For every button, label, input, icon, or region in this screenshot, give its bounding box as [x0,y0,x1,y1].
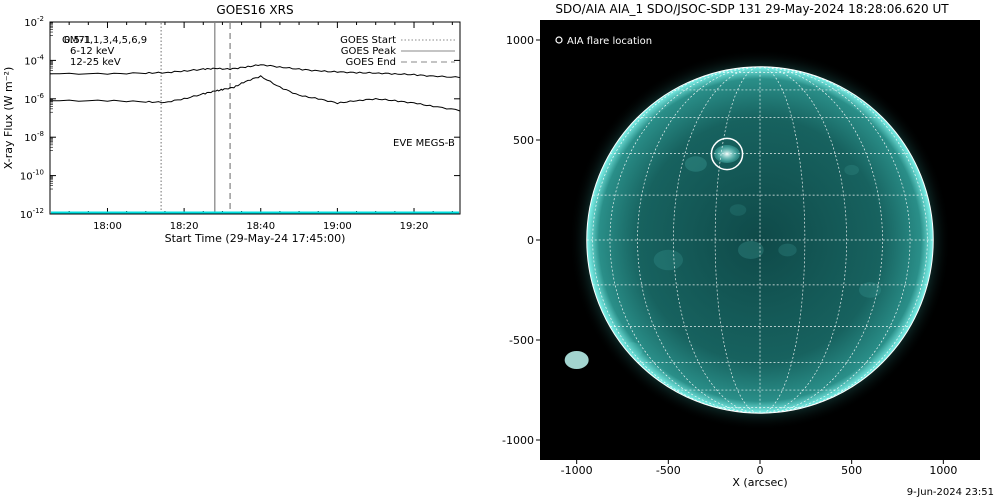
y-tick-exponent: -6 [37,92,45,100]
limb-brightening [564,351,589,369]
y-tick-exponent: -10 [33,169,44,177]
goes-y-axis-label: X-ray Flux (W m⁻²) [2,67,15,169]
legend-circle-icon [555,36,563,44]
aia-x-tick-label: 1000 [929,464,957,477]
aia-x-tick-label: -1000 [561,464,593,477]
goes-chart-title: GOES16 XRS [216,3,293,17]
y-tick-base: 10 [24,133,37,144]
series-line-short [50,75,461,112]
aia-x-tick-label: 500 [841,464,862,477]
aia-y-tick-label: -500 [509,334,534,347]
aia-x-axis: -1000 -500 0 500 1000 [561,460,957,477]
y-tick-label: 10-2 [24,15,44,29]
band-label-0: 0.5-1,1,3,4,5,6,9 [64,35,147,46]
y-tick-exponent: -4 [37,53,45,61]
active-region [844,164,860,176]
flare-glow [715,145,739,163]
band-label-1: 6-12 keV [70,46,114,57]
flare-location-marker [710,137,744,171]
legend-label-start: GOES Start [340,35,396,46]
y-tick-exponent: -8 [37,130,44,138]
longitude-line [637,66,761,414]
eve-megs-label: EVE MEGS-B [393,138,455,149]
longitude-line [759,66,928,414]
longitude-line [759,66,847,414]
x-tick-label: 19:00 [323,221,352,232]
y-tick-label: 10-6 [24,92,44,106]
aia-y-axis: 1000 500 0 -500 -1000 [502,34,540,447]
goes-legend: GOES Start GOES Peak GOES End [340,35,455,68]
y-tick-exponent: -12 [33,207,44,215]
y-tick-base: 10 [24,95,37,106]
legend-label-peak: GOES Peak [341,46,396,57]
y-tick-exponent: -2 [37,15,44,23]
band-overlay-label: GM71 [62,35,91,46]
y-tick-label: 10-4 [24,53,44,67]
aia-legend-text: AIA flare location [567,36,652,47]
y-tick-base: 10 [24,18,37,29]
y-tick-base: 10 [24,56,37,67]
legend-label-end: GOES End [346,57,396,68]
active-region [653,249,683,271]
y-tick-label: 10-10 [20,169,44,183]
active-region [729,204,747,216]
longitude-line [759,66,883,414]
active-region [738,241,764,259]
longitude-line [673,66,761,414]
heliographic-grid [586,66,934,414]
aia-image-title: SDO/AIA AIA_1 SDO/JSOC-SDP 131 29-May-20… [555,2,949,16]
series-line-long [50,64,461,79]
aia-y-tick-label: 0 [527,234,534,247]
aia-y-tick-label: 1000 [506,34,534,47]
y-tick-label: 10-12 [20,207,44,221]
y-tick-base: 10 [20,210,33,221]
aia-x-tick-label: 0 [757,464,764,477]
y-tick-label: 10-8 [24,130,44,144]
longitude-line [759,66,911,414]
active-region [778,243,797,257]
y-tick-base: 10 [20,172,33,183]
goes-x-axis-label: Start Time (29-May-24 17:45:00) [165,232,346,245]
x-tick-label: 18:40 [246,221,275,232]
longitude-line [592,66,761,414]
longitude-line [609,66,761,414]
aia-x-tick-label: -500 [656,464,681,477]
aia-y-tick-label: 500 [513,134,534,147]
active-region [859,282,881,298]
aia-x-axis-label: X (arcsec) [732,476,787,489]
footer-timestamp: 9-Jun-2024 23:51 [906,487,994,498]
x-tick-label: 18:20 [170,221,199,232]
active-region [684,156,707,172]
x-tick-label: 18:00 [93,221,122,232]
aia-image-panel: SDO/AIA AIA_1 SDO/JSOC-SDP 131 29-May-20… [502,2,980,489]
x-tick-label: 19:20 [400,221,429,232]
band-label-2: 12-25 keV [70,57,121,68]
solar-limb [586,66,934,414]
goes-plot-frame [49,21,461,215]
aia-y-tick-label: -1000 [502,434,534,447]
